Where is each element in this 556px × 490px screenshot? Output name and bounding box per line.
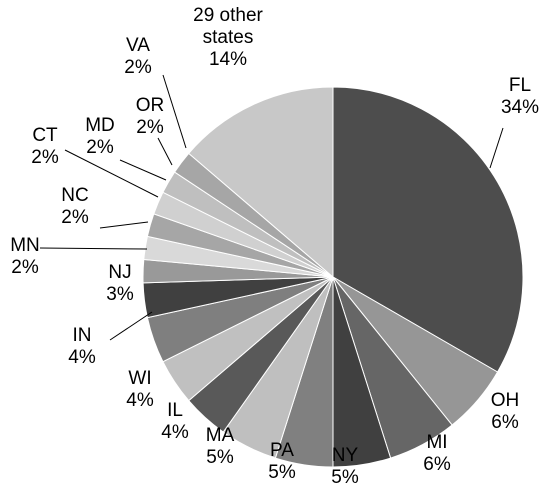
slice-name: CT	[32, 125, 58, 146]
slice-label: IL 4%	[120, 400, 230, 444]
slice-label: MN 2%	[0, 235, 80, 279]
slice-label: OR 2%	[95, 95, 205, 139]
slice-value: 2%	[61, 207, 89, 228]
slice-label: NC 2%	[20, 185, 130, 229]
pie-slice	[332, 86, 524, 373]
leader-line	[99, 221, 149, 229]
slice-label: FL 34%	[465, 75, 556, 119]
slice-label: IN 4%	[27, 325, 137, 369]
slice-name: OH	[490, 390, 520, 411]
slice-name: WI	[128, 368, 152, 389]
leader-line	[162, 74, 187, 149]
slice-value: 3%	[106, 284, 134, 305]
slice-label: OH 6%	[450, 390, 556, 434]
slice-value: 4%	[68, 347, 96, 368]
slice-value: 14%	[208, 49, 248, 70]
slice-value: 6%	[491, 412, 519, 433]
slice-value: 5%	[206, 447, 234, 468]
slice-label: 29 other states 14%	[178, 5, 278, 71]
leader-line	[489, 127, 504, 169]
slice-label: MA 5%	[165, 425, 275, 469]
slice-name: NY	[331, 445, 359, 466]
slice-value: 2%	[11, 257, 39, 278]
slice-label: MI 6%	[382, 432, 492, 476]
leader-line	[157, 137, 173, 166]
slice-value: 2%	[86, 137, 114, 158]
slice-name: VA	[126, 35, 150, 56]
slice-name: IN	[72, 325, 92, 346]
slice-label: PA 5%	[227, 440, 337, 484]
slice-name: FL	[508, 75, 532, 96]
slice-label: NY 5%	[290, 445, 400, 489]
slice-name: NJ	[108, 262, 132, 283]
slice-name: MD	[85, 115, 115, 136]
slice-value: 5%	[268, 462, 296, 483]
leader-line	[109, 311, 153, 341]
pie-slice	[188, 86, 334, 279]
slice-value: 5%	[331, 467, 359, 488]
slice-value: 2%	[124, 57, 152, 78]
slice-value: 4%	[126, 390, 154, 411]
slice-label: VA 2%	[83, 35, 193, 79]
slice-name: IL	[167, 400, 183, 421]
slice-value: 34%	[500, 97, 540, 118]
slice-name: OR	[135, 95, 165, 116]
slice-name: NC	[61, 185, 89, 206]
slice-name: 29 other states	[193, 5, 263, 48]
slice-name: PA	[270, 440, 294, 461]
slice-value: 4%	[161, 422, 189, 443]
slice-label: WI 4%	[85, 368, 195, 412]
leader-line	[64, 149, 159, 198]
slice-label: MD 2%	[45, 115, 155, 159]
slice-name: MI	[426, 432, 448, 453]
slice-label: CT 2%	[0, 125, 100, 169]
slice-value: 2%	[31, 147, 59, 168]
slice-label: NJ 3%	[65, 262, 175, 306]
slice-value: 6%	[423, 454, 451, 475]
leader-line	[39, 247, 148, 250]
slice-name: MA	[205, 425, 235, 446]
leader-line	[119, 159, 167, 181]
slice-value: 2%	[136, 117, 164, 138]
slice-name: MN	[10, 235, 40, 256]
